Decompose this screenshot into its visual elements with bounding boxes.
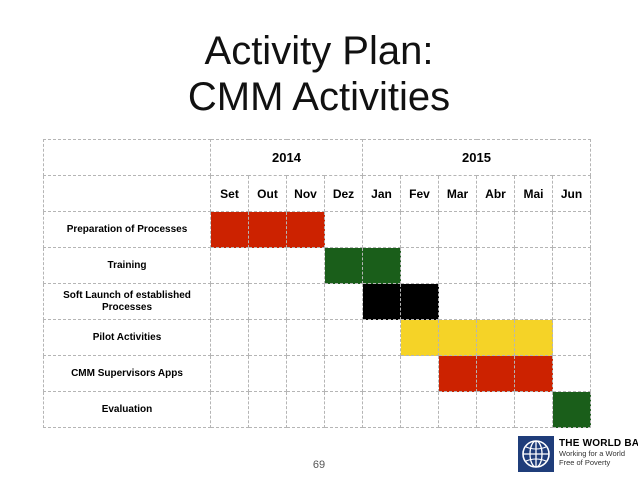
- month-header: Out: [248, 175, 287, 212]
- activity-label: Pilot Activities: [43, 319, 211, 356]
- empty-cell: [400, 247, 439, 284]
- empty-cell: [324, 283, 363, 320]
- empty-cell: [400, 391, 439, 428]
- activity-row: Soft Launch of established Processes: [43, 283, 591, 320]
- activity-bar-segment: [514, 319, 553, 356]
- world-bank-globe-icon: [518, 436, 554, 472]
- activity-bar-segment: [362, 283, 401, 320]
- empty-cell: [248, 283, 287, 320]
- year-header-blank: [43, 139, 211, 176]
- activity-row: Training: [43, 247, 591, 284]
- activity-label: Preparation of Processes: [43, 211, 211, 248]
- title-line-2: CMM Activities: [187, 75, 451, 119]
- activity-row: Pilot Activities: [43, 319, 591, 356]
- year-header-row: 2014 2015: [43, 139, 591, 176]
- activity-bar-segment: [362, 247, 401, 284]
- activity-bar-segment: [552, 391, 591, 428]
- empty-cell: [476, 391, 515, 428]
- activity-label: Soft Launch of established Processes: [43, 283, 211, 320]
- month-header: Dez: [324, 175, 363, 212]
- empty-cell: [324, 391, 363, 428]
- activity-bar-segment: [400, 319, 439, 356]
- month-header: Jun: [552, 175, 591, 212]
- empty-cell: [248, 247, 287, 284]
- activity-bar-segment: [210, 211, 249, 248]
- activity-label: Training: [43, 247, 211, 284]
- title-line-1: Activity Plan:: [204, 29, 434, 73]
- empty-cell: [514, 391, 553, 428]
- activity-bar-segment: [400, 283, 439, 320]
- activity-row: Preparation of Processes: [43, 211, 591, 248]
- empty-cell: [248, 319, 287, 356]
- month-header: Set: [210, 175, 249, 212]
- empty-cell: [248, 391, 287, 428]
- empty-cell: [286, 319, 325, 356]
- empty-cell: [400, 211, 439, 248]
- slide-title: Activity Plan: CMM Activities: [0, 28, 638, 120]
- empty-cell: [248, 355, 287, 392]
- empty-cell: [210, 355, 249, 392]
- world-bank-name: THE WORLD BANK: [559, 438, 638, 449]
- empty-cell: [286, 283, 325, 320]
- world-bank-logo: THE WORLD BANK Working for a World Free …: [518, 436, 638, 472]
- empty-cell: [476, 247, 515, 284]
- empty-cell: [324, 355, 363, 392]
- activity-label: Evaluation: [43, 391, 211, 428]
- empty-cell: [362, 319, 401, 356]
- activity-bar-segment: [476, 355, 515, 392]
- empty-cell: [324, 319, 363, 356]
- empty-cell: [362, 355, 401, 392]
- year-header: 2015: [362, 139, 591, 176]
- empty-cell: [286, 355, 325, 392]
- empty-cell: [552, 355, 591, 392]
- month-header: Nov: [286, 175, 325, 212]
- empty-cell: [552, 211, 591, 248]
- empty-cell: [476, 211, 515, 248]
- empty-cell: [286, 247, 325, 284]
- empty-cell: [514, 211, 553, 248]
- empty-cell: [514, 247, 553, 284]
- month-header: Jan: [362, 175, 401, 212]
- page-number: 69: [312, 459, 326, 471]
- empty-cell: [476, 283, 515, 320]
- empty-cell: [552, 247, 591, 284]
- month-header: Abr: [476, 175, 515, 212]
- activity-bar-segment: [514, 355, 553, 392]
- empty-cell: [438, 211, 477, 248]
- month-header: Mar: [438, 175, 477, 212]
- empty-cell: [210, 391, 249, 428]
- month-header: Fev: [400, 175, 439, 212]
- activity-bar-segment: [476, 319, 515, 356]
- activity-row: CMM Supervisors Apps: [43, 355, 591, 392]
- empty-cell: [438, 391, 477, 428]
- activity-rows: Preparation of Processes Training Soft Lau…: [43, 211, 591, 428]
- empty-cell: [514, 283, 553, 320]
- activity-bar-segment: [438, 319, 477, 356]
- activity-row: Evaluation: [43, 391, 591, 428]
- empty-cell: [286, 391, 325, 428]
- activity-gantt-table: 2014 2015 Set Out Nov Dez Jan Fev Mar Abr Mai Jun …: [43, 139, 591, 428]
- month-header-row: Set Out Nov Dez Jan Fev Mar Abr Mai Jun: [43, 175, 591, 212]
- world-bank-tagline: Working for a World Free of Poverty: [559, 449, 625, 467]
- empty-cell: [552, 319, 591, 356]
- activity-label: CMM Supervisors Apps: [43, 355, 211, 392]
- empty-cell: [400, 355, 439, 392]
- year-header: 2014: [210, 139, 363, 176]
- empty-cell: [210, 247, 249, 284]
- empty-cell: [438, 247, 477, 284]
- empty-cell: [324, 211, 363, 248]
- activity-bar-segment: [286, 211, 325, 248]
- month-header: Mai: [514, 175, 553, 212]
- empty-cell: [362, 211, 401, 248]
- month-header-blank: [43, 175, 211, 212]
- activity-bar-segment: [248, 211, 287, 248]
- empty-cell: [362, 391, 401, 428]
- empty-cell: [210, 283, 249, 320]
- activity-bar-segment: [438, 355, 477, 392]
- activity-bar-segment: [324, 247, 363, 284]
- empty-cell: [552, 283, 591, 320]
- empty-cell: [438, 283, 477, 320]
- empty-cell: [210, 319, 249, 356]
